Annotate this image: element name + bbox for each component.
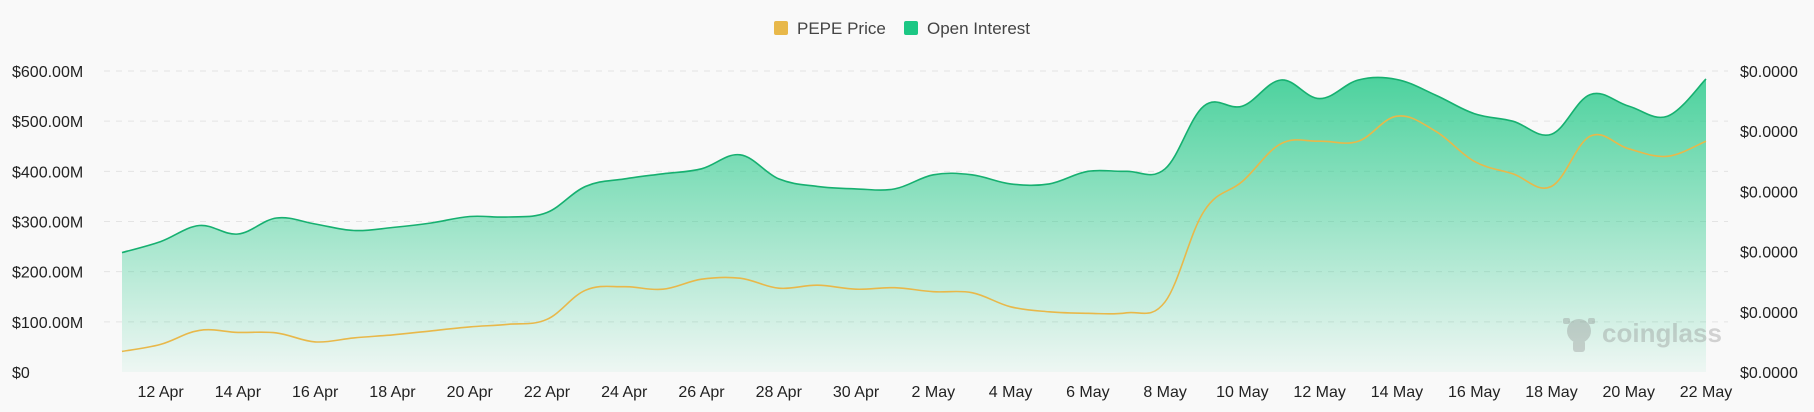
y-axis-right: $0.0000 $0.0000 $0.0000 $0.0000 $0.0000 $0.00… xyxy=(1740,64,1798,382)
x-tick-label: 26 Apr xyxy=(678,384,725,401)
x-tick-label: 20 Apr xyxy=(447,384,494,401)
x-tick-label: 14 May xyxy=(1371,384,1423,401)
y-left-tick-label: $200.00M xyxy=(12,265,83,282)
x-tick-label: 20 May xyxy=(1602,384,1654,401)
x-tick-label: 14 Apr xyxy=(215,384,262,401)
chart-legend: PEPE Price Open Interest xyxy=(774,19,1030,38)
x-tick-label: 18 May xyxy=(1525,384,1577,401)
x-tick-label: 28 Apr xyxy=(756,384,803,401)
x-tick-label: 2 May xyxy=(912,384,956,401)
x-tick-label: 12 Apr xyxy=(138,384,185,401)
y-left-tick-label: $400.00M xyxy=(12,164,83,181)
x-tick-label: 8 May xyxy=(1143,384,1187,401)
y-right-tick-label: $0.0000 xyxy=(1740,305,1798,322)
coinglass-logo-icon xyxy=(1563,318,1595,352)
y-right-tick-label: $0.0000 xyxy=(1740,365,1798,382)
coinglass-watermark: coinglass xyxy=(1563,318,1722,352)
x-tick-label: 18 Apr xyxy=(369,384,416,401)
pepe-price-line xyxy=(121,115,1707,353)
y-right-tick-label: $0.0000 xyxy=(1740,124,1798,141)
legend-swatch-pepe-price[interactable] xyxy=(774,21,788,35)
plot-area xyxy=(121,76,1707,372)
y-left-tick-label: $500.00M xyxy=(12,114,83,131)
x-tick-label: 24 Apr xyxy=(601,384,648,401)
watermark-text: coinglass xyxy=(1602,318,1722,348)
x-tick-label: 22 Apr xyxy=(524,384,571,401)
x-tick-label: 16 May xyxy=(1448,384,1500,401)
y-left-tick-label: $300.00M xyxy=(12,215,83,232)
y-axis-left: $0 $100.00M $200.00M $300.00M $400.00M $500.0… xyxy=(12,64,83,382)
open-interest-area xyxy=(122,77,1706,372)
y-right-tick-label: $0.0000 xyxy=(1740,64,1798,81)
x-tick-label: 4 May xyxy=(989,384,1033,401)
y-left-tick-label: $0 xyxy=(12,365,30,382)
x-tick-label: 12 May xyxy=(1293,384,1345,401)
y-right-tick-label: $0.0000 xyxy=(1740,245,1798,262)
legend-label-open-interest[interactable]: Open Interest xyxy=(927,19,1030,38)
legend-label-pepe-price[interactable]: PEPE Price xyxy=(797,19,886,38)
open-interest-line xyxy=(121,76,1707,254)
y-right-tick-label: $0.0000 xyxy=(1740,184,1798,201)
x-axis: 12 Apr 14 Apr 16 Apr 18 Apr 20 Apr 22 Apr 24 A… xyxy=(138,384,1733,401)
x-tick-label: 30 Apr xyxy=(833,384,880,401)
legend-swatch-open-interest[interactable] xyxy=(904,21,918,35)
x-tick-label: 6 May xyxy=(1066,384,1110,401)
x-tick-label: 16 Apr xyxy=(292,384,339,401)
x-tick-label: 10 May xyxy=(1216,384,1268,401)
y-left-tick-label: $100.00M xyxy=(12,315,83,332)
y-left-tick-label: $600.00M xyxy=(12,64,83,81)
x-tick-label: 22 May xyxy=(1680,384,1732,401)
